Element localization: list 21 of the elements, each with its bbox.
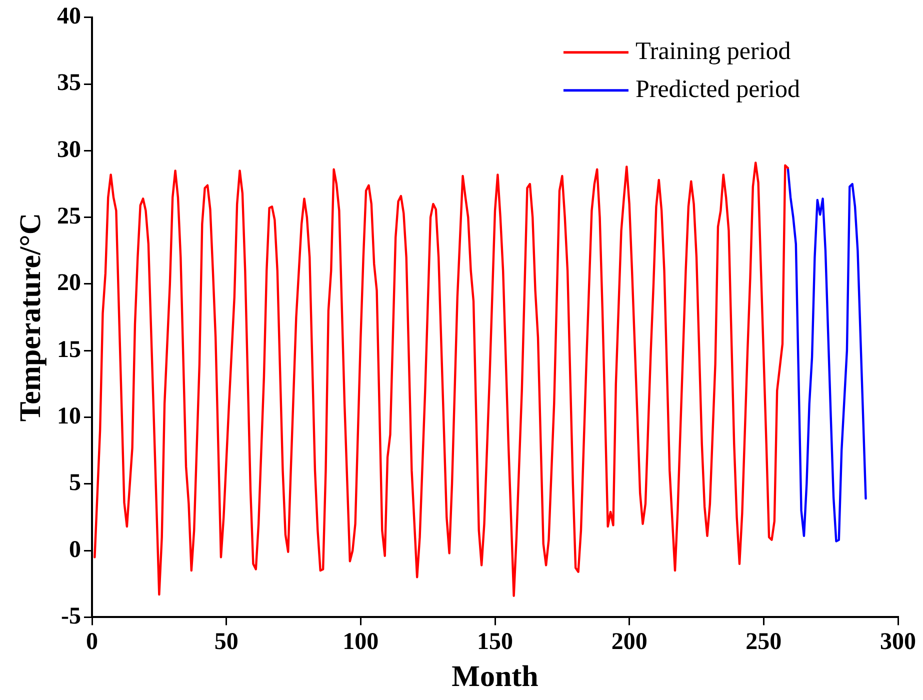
y-tick-label: 25 — [57, 204, 81, 230]
y-tick-label: 5 — [69, 470, 81, 496]
y-tick-label: -5 — [61, 603, 81, 630]
y-tick-label: 0 — [69, 536, 81, 563]
x-tick-label: 200 — [611, 628, 648, 655]
y-tick-label: 10 — [57, 403, 81, 430]
x-tick-label: 50 — [214, 628, 238, 655]
y-tick-label: 40 — [57, 4, 81, 30]
x-tick-label: 250 — [746, 628, 782, 655]
x-tick-label: 100 — [342, 628, 379, 655]
x-axis-title: Month — [452, 660, 539, 693]
y-tick-label: 20 — [57, 270, 81, 296]
y-axis-title: Temperature/°C — [14, 212, 47, 422]
legend-label: Training period — [635, 38, 792, 65]
legend-label: Predicted period — [635, 76, 800, 103]
x-tick-label: 300 — [880, 628, 916, 655]
y-tick-label: 30 — [57, 136, 81, 163]
x-tick-label: 0 — [86, 628, 98, 655]
x-tick-label: 150 — [477, 628, 513, 655]
y-tick-label: 35 — [57, 70, 81, 96]
y-tick-label: 15 — [57, 336, 81, 363]
